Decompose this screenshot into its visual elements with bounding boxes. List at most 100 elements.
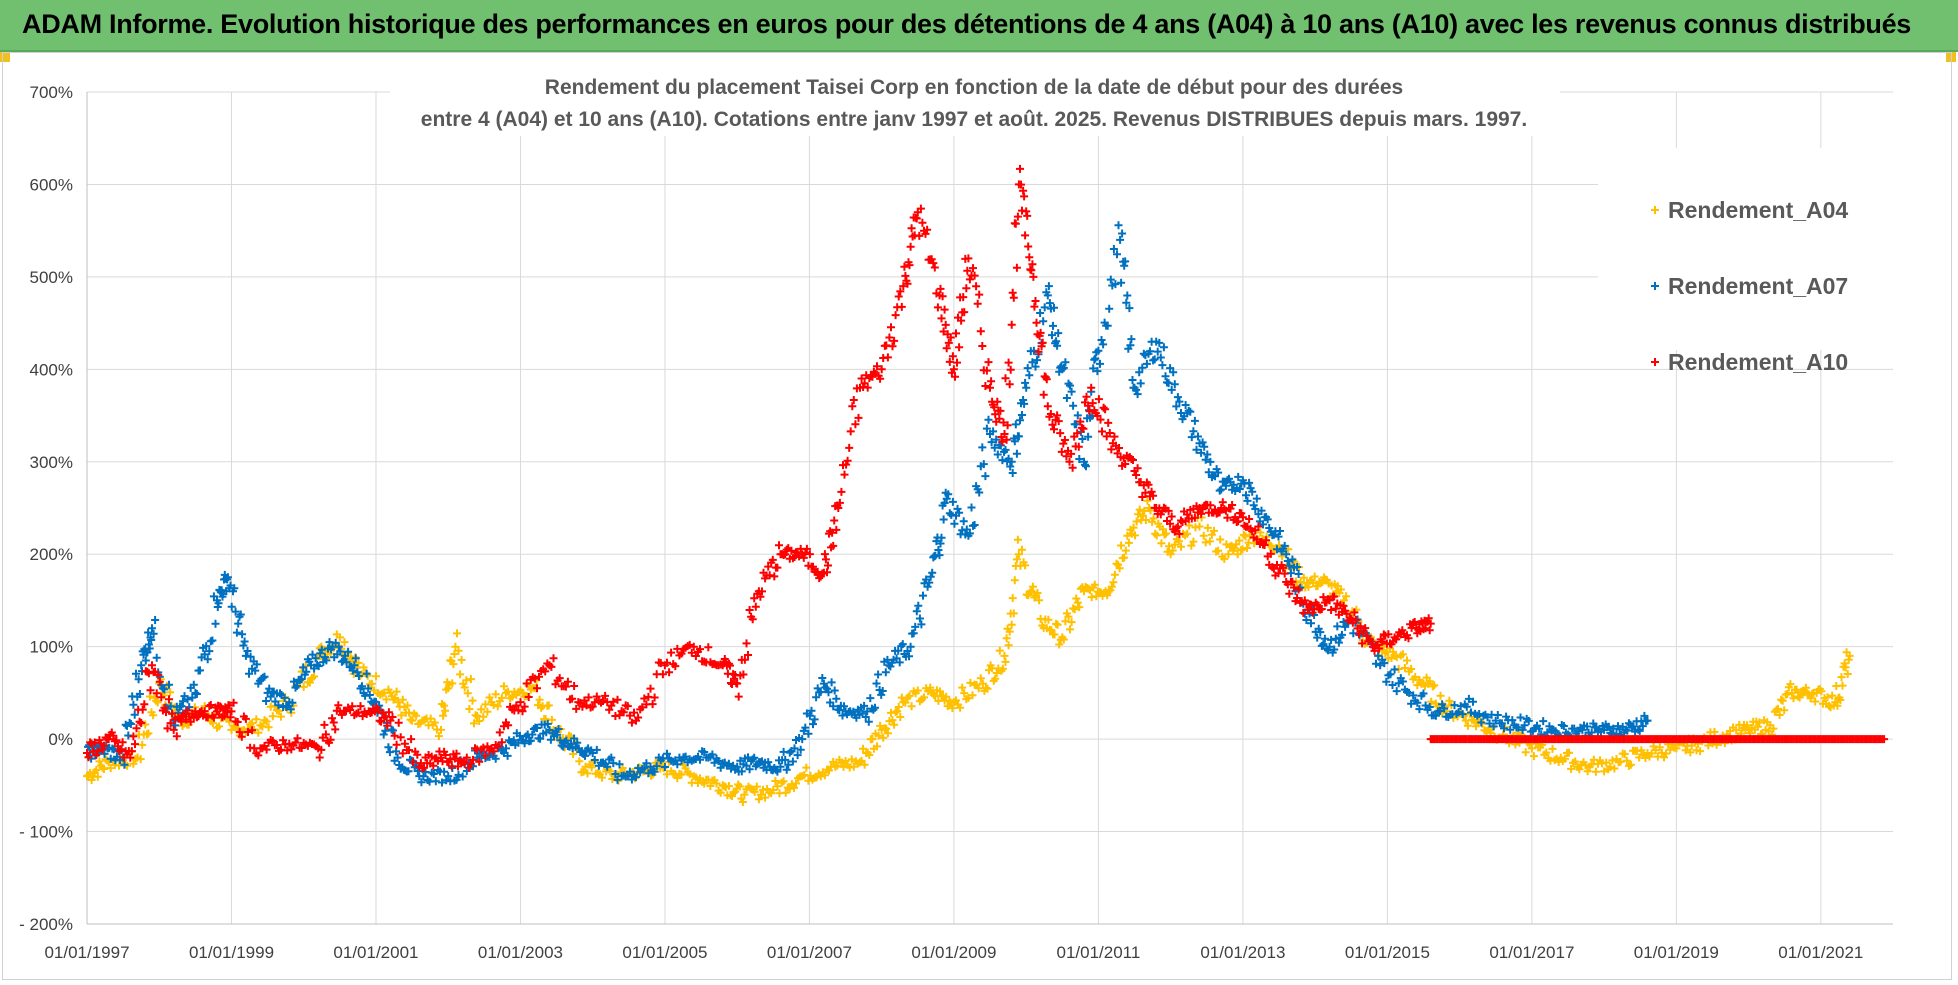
data-point: [554, 725, 563, 733]
data-point: [1007, 457, 1016, 466]
data-point: [1013, 212, 1022, 221]
data-point: [183, 695, 192, 704]
data-point: [497, 738, 506, 747]
data-point: [268, 712, 277, 721]
x-tick-label: 01/01/2021: [1778, 943, 1863, 962]
data-point: [528, 730, 537, 739]
data-point: [921, 229, 930, 238]
data-point: [592, 745, 601, 754]
data-point: [1070, 605, 1079, 614]
data-point: [177, 717, 186, 726]
data-point: [458, 772, 467, 781]
data-point: [996, 441, 1005, 450]
data-point: [978, 443, 987, 452]
data-point: [1123, 291, 1132, 300]
data-point: [431, 777, 440, 786]
data-point: [1127, 335, 1136, 344]
data-point: [1073, 598, 1082, 607]
data-point: [1189, 427, 1198, 436]
y-tick-label: 0%: [48, 730, 73, 749]
data-point: [317, 645, 326, 654]
data-point: [262, 717, 271, 726]
data-point: [125, 718, 134, 727]
data-point: [1043, 402, 1052, 411]
data-point: [579, 767, 588, 776]
data-point: [834, 504, 843, 512]
data-point: [1215, 486, 1224, 495]
data-point: [1514, 723, 1523, 732]
data-point: [358, 712, 367, 721]
data-point: [392, 740, 401, 749]
data-point: [642, 759, 651, 768]
data-point: [84, 753, 93, 762]
data-point: [677, 770, 686, 779]
data-point: [230, 584, 239, 593]
data-point: [160, 703, 169, 712]
data-point: [104, 735, 113, 744]
data-point: [894, 646, 903, 655]
data-point: [1610, 764, 1619, 773]
data-point: [1031, 297, 1040, 305]
data-point: [246, 652, 255, 661]
data-point: [1620, 750, 1629, 759]
data-point: [1279, 563, 1288, 572]
data-point: [837, 758, 846, 767]
data-point: [804, 776, 813, 785]
data-point: [758, 587, 766, 596]
data-point: [799, 553, 808, 562]
data-point: [132, 669, 140, 678]
data-point: [429, 770, 438, 778]
data-point: [750, 594, 759, 603]
data-point: [907, 224, 916, 233]
data-point: [955, 508, 964, 517]
y-tick-label: 600%: [30, 175, 73, 194]
data-point: [1294, 585, 1303, 594]
data-point: [1149, 491, 1158, 500]
data-point: [877, 365, 886, 374]
data-point: [965, 529, 974, 538]
data-point: [364, 684, 373, 693]
data-point: [191, 688, 200, 697]
data-point: [154, 670, 163, 679]
data-point: [1169, 368, 1178, 377]
data-point: [570, 682, 579, 690]
data-point: [1115, 444, 1123, 452]
data-point: [1216, 535, 1225, 544]
data-point: [914, 601, 923, 610]
data-point: [1666, 745, 1675, 754]
data-point: [740, 655, 749, 664]
data-point: [982, 366, 991, 375]
data-point: [372, 672, 380, 681]
data-point: [493, 702, 502, 711]
data-point: [1637, 746, 1646, 755]
data-point: [393, 753, 402, 762]
data-point: [1121, 257, 1130, 266]
data-point: [489, 701, 498, 709]
data-point: [681, 752, 690, 761]
data-point: [1600, 767, 1609, 776]
data-point: [847, 755, 856, 764]
data-point: [127, 747, 136, 756]
data-point: [781, 788, 790, 797]
data-point: [533, 724, 541, 732]
data-point: [1004, 641, 1013, 650]
data-point: [1307, 619, 1315, 628]
data-point: [209, 713, 218, 722]
data-point: [905, 691, 914, 700]
data-point: [491, 754, 500, 763]
data-point: [188, 693, 197, 702]
data-point: [1651, 206, 1659, 214]
data-point: [100, 749, 109, 758]
data-point: [1158, 361, 1167, 370]
data-point: [254, 728, 263, 737]
x-tick-label: 01/01/2001: [333, 943, 418, 962]
data-point: [379, 730, 388, 739]
data-point: [1464, 694, 1473, 703]
data-point: [299, 663, 308, 672]
data-point: [1836, 696, 1845, 704]
data-point: [896, 287, 905, 296]
data-point: [1252, 494, 1261, 503]
data-point: [206, 701, 215, 709]
data-point: [392, 687, 401, 696]
data-point: [1025, 253, 1034, 262]
